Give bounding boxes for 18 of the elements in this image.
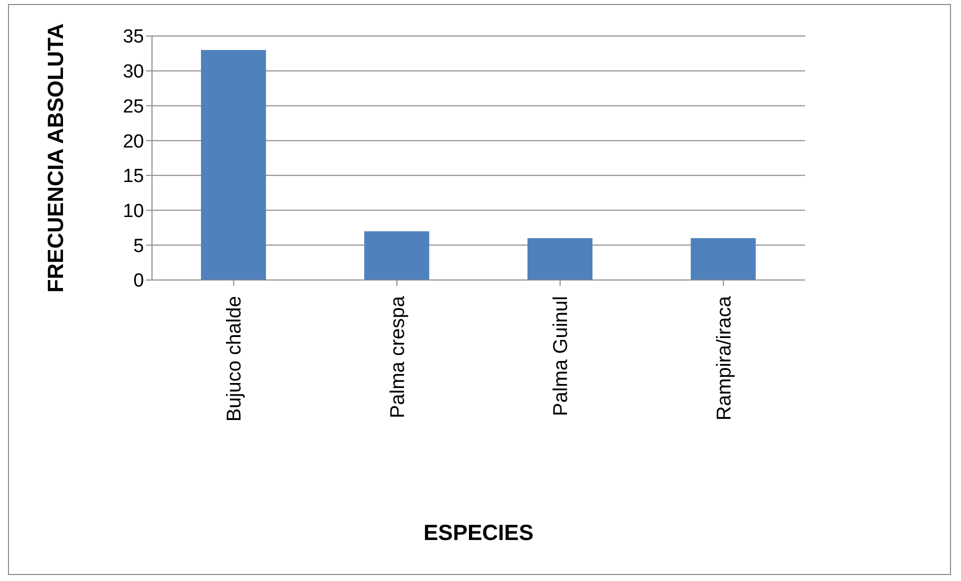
y-tick-label: 5	[133, 236, 144, 257]
y-tick-label: 0	[133, 270, 144, 292]
x-tick-label: Palma Guinul	[550, 296, 572, 416]
bar	[527, 238, 592, 280]
y-tick-label: 35	[122, 26, 144, 48]
bar	[364, 231, 430, 280]
x-tick-label: Palma crespa	[386, 295, 409, 418]
y-tick-label: 20	[122, 131, 144, 152]
x-tick-label: Bujuco chalde	[224, 296, 246, 422]
x-tick-label: Rampira/iraca	[713, 295, 736, 420]
bar	[690, 238, 756, 280]
x-axis-title: ESPECIES	[423, 520, 534, 545]
y-tick-label: 30	[122, 62, 144, 83]
y-tick-label: 10	[122, 201, 144, 222]
bar	[200, 50, 266, 280]
y-axis-title: FRECUENCIA ABSOLUTA	[42, 23, 68, 293]
y-tick-label: 15	[122, 166, 144, 188]
y-tick-label: 25	[122, 96, 144, 118]
